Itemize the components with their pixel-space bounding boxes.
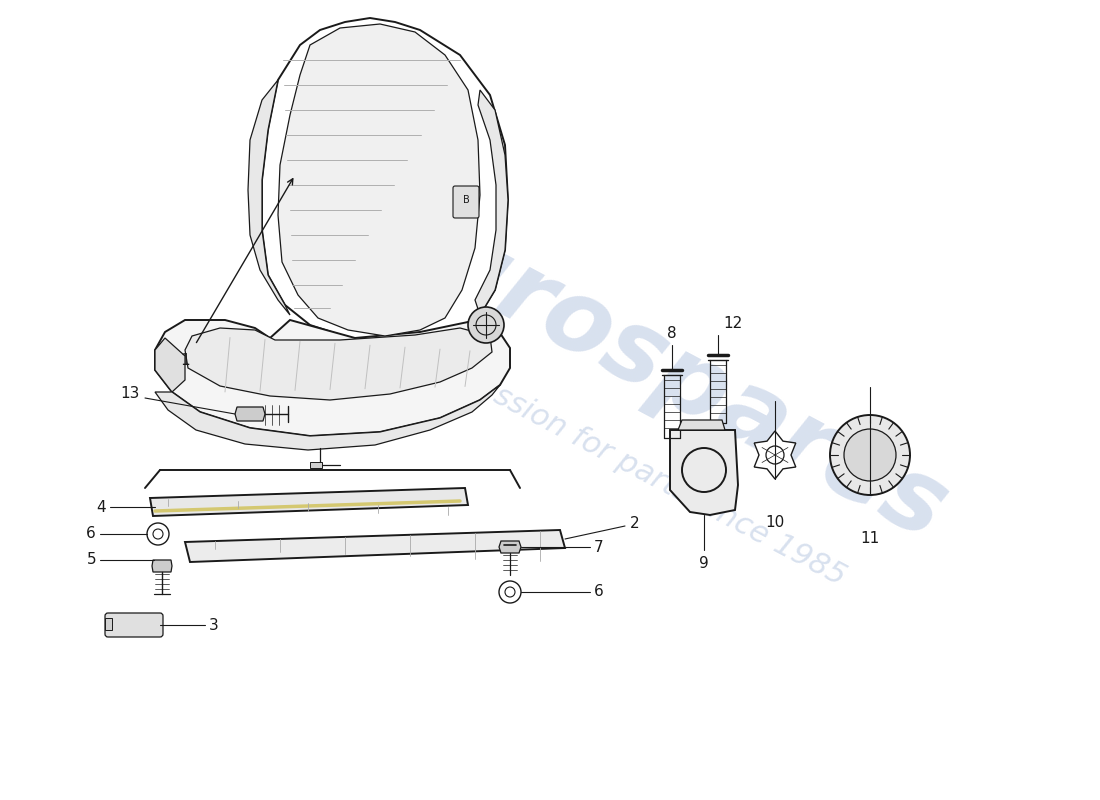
Text: B: B bbox=[463, 195, 470, 205]
Text: 6: 6 bbox=[86, 526, 96, 542]
Circle shape bbox=[830, 415, 910, 495]
Polygon shape bbox=[185, 530, 565, 562]
Polygon shape bbox=[152, 560, 172, 572]
Polygon shape bbox=[310, 462, 322, 468]
FancyBboxPatch shape bbox=[104, 613, 163, 637]
Polygon shape bbox=[155, 320, 510, 436]
Polygon shape bbox=[278, 24, 480, 336]
Polygon shape bbox=[155, 338, 185, 392]
Polygon shape bbox=[248, 80, 290, 315]
Circle shape bbox=[499, 581, 521, 603]
Text: 4: 4 bbox=[97, 499, 106, 514]
Text: 1: 1 bbox=[180, 353, 190, 368]
Polygon shape bbox=[678, 420, 725, 430]
Circle shape bbox=[147, 523, 169, 545]
Text: 13: 13 bbox=[121, 386, 140, 402]
Circle shape bbox=[468, 307, 504, 343]
Polygon shape bbox=[104, 618, 112, 630]
Text: 7: 7 bbox=[594, 539, 604, 554]
FancyBboxPatch shape bbox=[453, 186, 478, 218]
Polygon shape bbox=[755, 431, 795, 479]
Circle shape bbox=[844, 429, 896, 481]
Text: 8: 8 bbox=[668, 326, 676, 341]
Text: 10: 10 bbox=[766, 515, 784, 530]
Polygon shape bbox=[475, 90, 508, 315]
Polygon shape bbox=[499, 541, 521, 553]
Polygon shape bbox=[670, 430, 738, 515]
Text: 9: 9 bbox=[700, 556, 708, 571]
Text: 2: 2 bbox=[630, 517, 639, 531]
Polygon shape bbox=[262, 18, 508, 342]
Text: 6: 6 bbox=[594, 585, 604, 599]
Polygon shape bbox=[155, 385, 501, 450]
Text: 11: 11 bbox=[860, 531, 880, 546]
Text: eurospares: eurospares bbox=[358, 178, 962, 562]
Polygon shape bbox=[150, 488, 468, 516]
Polygon shape bbox=[185, 328, 492, 400]
Polygon shape bbox=[235, 407, 265, 421]
Text: 5: 5 bbox=[87, 553, 96, 567]
Text: a passion for parts since 1985: a passion for parts since 1985 bbox=[430, 349, 850, 591]
Text: 3: 3 bbox=[209, 618, 219, 633]
Text: 12: 12 bbox=[723, 316, 743, 331]
